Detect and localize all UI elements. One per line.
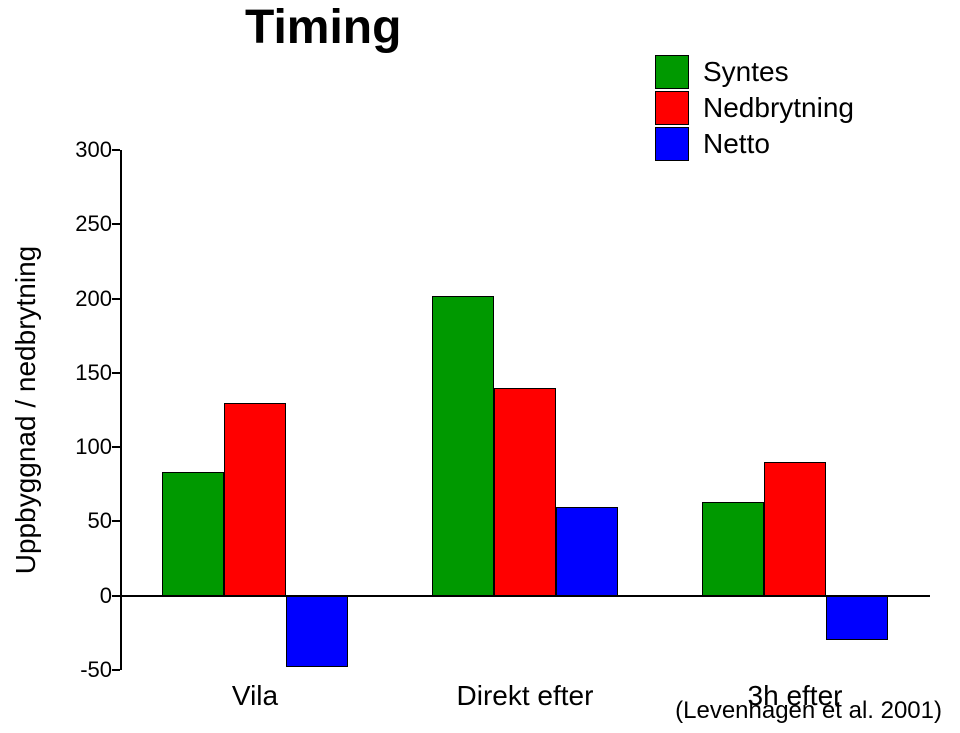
legend-swatch-syntes — [655, 55, 689, 89]
legend-item: Nedbrytning — [655, 91, 854, 125]
bar — [764, 462, 826, 596]
y-axis-line — [120, 150, 122, 670]
legend-label: Nedbrytning — [703, 92, 854, 124]
y-tick-mark — [112, 298, 120, 300]
y-tick-mark — [112, 669, 120, 671]
bar — [556, 507, 618, 596]
ytick-label: 200 — [60, 286, 112, 312]
ytick-label: 150 — [60, 360, 112, 386]
y-tick-mark — [112, 595, 120, 597]
y-tick-mark — [112, 520, 120, 522]
plot-area: 300 250 200 150 100 50 0 -50 Vila Direkt… — [60, 150, 930, 670]
y-tick-mark — [112, 446, 120, 448]
y-axis-label: Uppbyggnad / nedbrytning — [10, 246, 42, 574]
x-category-label: Vila — [232, 680, 278, 712]
legend: Syntes Nedbrytning Netto — [655, 55, 854, 163]
ytick-label: 100 — [60, 434, 112, 460]
y-tick-mark — [112, 372, 120, 374]
bar — [162, 472, 224, 595]
bar — [702, 502, 764, 596]
ytick-label: 250 — [60, 211, 112, 237]
ytick-label: -50 — [60, 657, 112, 683]
legend-label: Syntes — [703, 56, 789, 88]
chart-title: Timing — [245, 0, 401, 55]
y-tick-mark — [112, 149, 120, 151]
x-category-label: Direkt efter — [457, 680, 594, 712]
legend-item: Syntes — [655, 55, 854, 89]
bar — [826, 596, 888, 641]
ytick-label: 0 — [60, 583, 112, 609]
axis-container — [120, 150, 930, 670]
ytick-label: 50 — [60, 508, 112, 534]
y-tick-mark — [112, 223, 120, 225]
bar — [224, 403, 286, 596]
ytick-label: 300 — [60, 137, 112, 163]
legend-swatch-nedbrytning — [655, 91, 689, 125]
citation: (Levenhagen et al. 2001) — [675, 697, 942, 725]
bar — [494, 388, 556, 596]
bar — [432, 296, 494, 596]
bar — [286, 596, 348, 667]
